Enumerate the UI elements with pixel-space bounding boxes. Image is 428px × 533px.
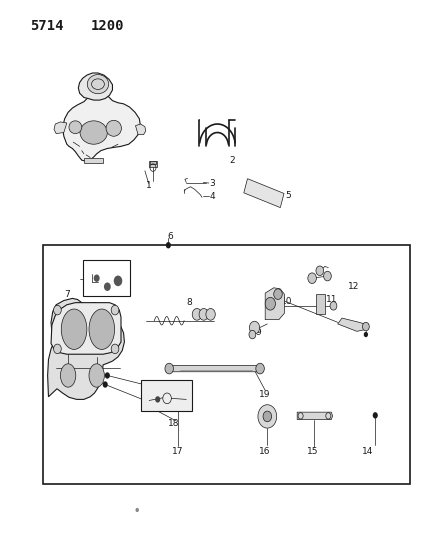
Circle shape: [155, 396, 160, 402]
Circle shape: [114, 276, 122, 286]
Bar: [43, 245, 410, 484]
Circle shape: [54, 305, 61, 315]
Circle shape: [166, 242, 171, 248]
Circle shape: [105, 372, 110, 378]
Polygon shape: [265, 288, 284, 320]
Polygon shape: [78, 73, 113, 100]
Circle shape: [111, 344, 119, 354]
Circle shape: [192, 309, 202, 320]
Ellipse shape: [60, 364, 76, 387]
Polygon shape: [54, 122, 67, 134]
Text: 17: 17: [172, 447, 184, 456]
Circle shape: [103, 381, 108, 387]
Text: 7: 7: [64, 289, 70, 298]
Polygon shape: [62, 90, 141, 161]
Text: 3: 3: [210, 179, 215, 188]
Text: 12: 12: [348, 282, 360, 291]
Bar: [315, 294, 325, 314]
Polygon shape: [51, 303, 121, 354]
Text: 1200: 1200: [90, 19, 124, 33]
Text: 8: 8: [186, 298, 192, 307]
Circle shape: [364, 332, 368, 337]
Text: 6: 6: [167, 232, 173, 241]
Bar: [149, 161, 157, 166]
Text: 18: 18: [168, 419, 179, 428]
Text: 13: 13: [359, 323, 371, 332]
Ellipse shape: [89, 309, 115, 350]
Circle shape: [330, 302, 337, 310]
Circle shape: [206, 309, 215, 320]
Circle shape: [165, 364, 173, 374]
Circle shape: [265, 297, 276, 310]
Circle shape: [199, 309, 208, 320]
Circle shape: [373, 412, 378, 418]
Circle shape: [249, 330, 256, 339]
Polygon shape: [48, 298, 125, 399]
Polygon shape: [166, 366, 263, 372]
Circle shape: [250, 321, 260, 334]
Circle shape: [274, 289, 282, 300]
Text: 14: 14: [362, 447, 373, 456]
Ellipse shape: [80, 121, 107, 144]
Text: 10: 10: [281, 296, 293, 305]
Ellipse shape: [89, 364, 104, 387]
Text: 9: 9: [256, 328, 262, 337]
Polygon shape: [244, 179, 284, 208]
Circle shape: [263, 411, 272, 422]
Ellipse shape: [61, 309, 87, 350]
Ellipse shape: [106, 120, 122, 136]
Polygon shape: [297, 412, 333, 419]
Text: 4: 4: [210, 192, 215, 201]
Bar: [142, 380, 192, 411]
Text: 15: 15: [307, 447, 319, 456]
Circle shape: [308, 273, 316, 284]
Text: 11: 11: [326, 295, 337, 304]
Bar: [83, 260, 130, 296]
Ellipse shape: [87, 75, 109, 94]
Ellipse shape: [69, 121, 82, 134]
Polygon shape: [338, 318, 369, 332]
Circle shape: [256, 364, 265, 374]
Bar: [150, 161, 155, 165]
Bar: [84, 158, 103, 163]
Circle shape: [136, 508, 139, 512]
Circle shape: [111, 305, 119, 315]
Circle shape: [258, 405, 277, 428]
Text: 5: 5: [285, 191, 291, 200]
Circle shape: [104, 282, 111, 291]
Text: 19: 19: [259, 390, 270, 399]
Text: 2: 2: [229, 156, 235, 165]
Circle shape: [94, 274, 100, 282]
Circle shape: [316, 266, 324, 276]
Polygon shape: [136, 124, 146, 135]
Text: 1: 1: [146, 181, 152, 190]
Text: 16: 16: [259, 447, 271, 456]
Circle shape: [54, 344, 61, 354]
Text: 5714: 5714: [30, 19, 64, 33]
Circle shape: [324, 271, 331, 281]
Circle shape: [363, 322, 369, 331]
